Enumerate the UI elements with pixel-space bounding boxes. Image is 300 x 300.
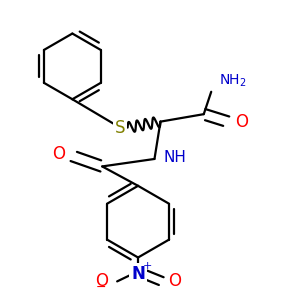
- Text: O: O: [168, 272, 181, 290]
- Text: S: S: [115, 118, 125, 136]
- Text: O: O: [52, 146, 65, 164]
- Text: NH: NH: [164, 150, 186, 165]
- Text: −: −: [95, 281, 106, 294]
- Text: N: N: [131, 265, 145, 283]
- Text: O: O: [235, 112, 248, 130]
- Text: O: O: [95, 272, 108, 290]
- Text: +: +: [142, 262, 152, 272]
- Text: NH$_2$: NH$_2$: [219, 72, 246, 89]
